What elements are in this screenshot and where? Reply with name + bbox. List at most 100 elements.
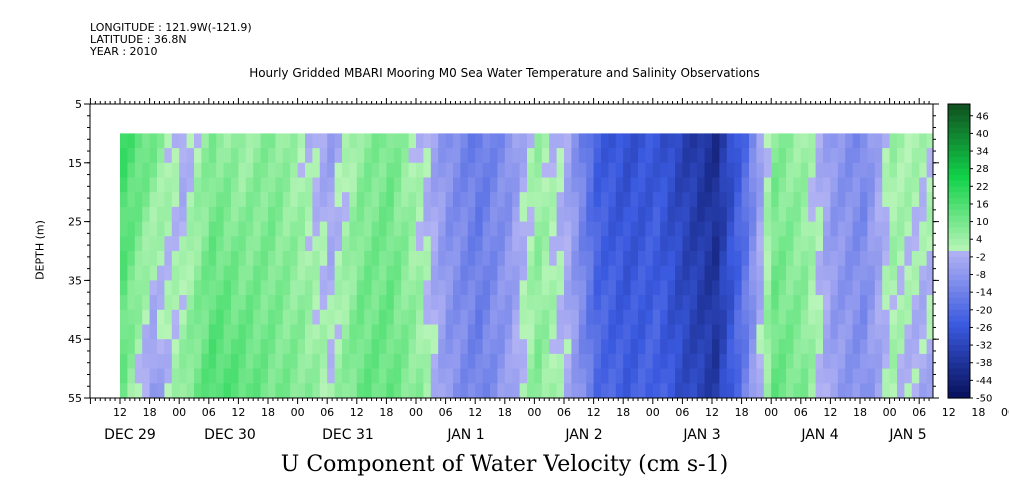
heat-cell (630, 324, 639, 340)
heat-cell (408, 280, 417, 296)
heat-cell (223, 177, 232, 193)
heat-cell (852, 353, 861, 370)
heat-cell (238, 280, 247, 296)
heat-cell (430, 339, 439, 355)
heat-cell (919, 353, 928, 370)
heat-cell (334, 192, 343, 208)
heat-cell (645, 309, 654, 326)
heat-cell (416, 353, 424, 370)
heat-cell (926, 221, 933, 237)
heat-cell (216, 177, 225, 193)
heat-cell (268, 162, 276, 179)
heat-cell (993, 295, 1001, 310)
heat-cell (305, 339, 313, 355)
heat-cell (134, 353, 143, 370)
heat-cell (1001, 310, 1009, 325)
heat-cell (564, 148, 572, 164)
heat-cell (623, 383, 632, 398)
heat-cell (194, 309, 202, 326)
heat-cell (911, 206, 920, 223)
heat-cell (134, 133, 143, 149)
heat-cell (608, 221, 617, 237)
heat-cell (638, 251, 646, 267)
heat-cell (719, 280, 728, 296)
heat-cell (608, 383, 617, 398)
heat-cell (275, 309, 284, 326)
heat-cell (512, 192, 521, 208)
heat-cell (120, 148, 128, 164)
heat-cell (527, 177, 535, 193)
heat-cell (231, 148, 239, 164)
heat-cell (919, 236, 928, 252)
heat-cell (260, 206, 269, 223)
heat-cell (297, 353, 306, 370)
heat-cell (312, 280, 321, 296)
x-hour-label: 06 (320, 406, 334, 419)
heat-cell (438, 133, 447, 149)
heat-cell (645, 221, 654, 237)
heat-cell (460, 280, 469, 296)
heat-cell (867, 221, 876, 237)
heat-cell (527, 324, 535, 340)
heat-cell (571, 177, 580, 193)
heat-cell (867, 324, 876, 340)
heat-cell (482, 177, 491, 193)
heat-cell (704, 353, 713, 370)
heat-cell (808, 221, 817, 237)
heat-cell (771, 265, 780, 281)
heat-cell (623, 339, 632, 355)
heat-cell (334, 236, 343, 252)
heat-cell (556, 324, 565, 340)
heat-cell (327, 148, 336, 164)
heat-cell (467, 148, 476, 164)
heat-cell (934, 383, 942, 398)
heat-cell (823, 368, 831, 384)
x-day-label: DEC 31 (322, 427, 374, 443)
heat-cell (171, 295, 180, 311)
heat-cell (845, 368, 854, 384)
heat-cell (734, 236, 743, 252)
heat-cell (327, 265, 336, 281)
heat-cell (142, 324, 151, 340)
heat-cell (453, 177, 461, 193)
heat-cell (808, 133, 817, 149)
heat-cell (771, 251, 780, 267)
heat-cell (475, 251, 484, 267)
heat-cell (682, 236, 691, 252)
colorbar-step (948, 292, 970, 299)
heat-cell (734, 265, 743, 281)
heat-cell (549, 265, 558, 281)
heat-cell (800, 280, 809, 296)
heat-cell (127, 265, 136, 281)
heat-cell (223, 162, 232, 179)
colorbar-step (948, 227, 970, 234)
heat-cell (793, 280, 802, 296)
colorbar-step (948, 368, 970, 376)
heat-cell (889, 309, 898, 326)
heat-cell (615, 206, 624, 223)
heat-cell (120, 206, 128, 223)
heat-cell (467, 265, 476, 281)
heat-cell (149, 295, 158, 311)
heat-cell (334, 251, 343, 267)
heat-cell (571, 280, 580, 296)
heat-cell (771, 353, 780, 370)
heat-cell (534, 177, 543, 193)
heat-cell (630, 236, 639, 252)
heat-cell (756, 162, 765, 179)
colorbar-step (948, 286, 970, 293)
heat-cell (808, 148, 817, 164)
heat-cell (786, 383, 794, 398)
heat-cell (697, 309, 706, 326)
heat-cell (815, 309, 824, 326)
colorbar-step (948, 151, 970, 158)
heat-cell (245, 162, 254, 179)
heat-cell (371, 236, 380, 252)
heat-cell (149, 206, 158, 223)
heat-cell (349, 265, 358, 281)
heat-cell (460, 148, 469, 164)
heat-cell (490, 162, 498, 179)
heat-cell (497, 133, 506, 149)
heat-cell (445, 133, 454, 149)
heat-cell (860, 353, 868, 370)
